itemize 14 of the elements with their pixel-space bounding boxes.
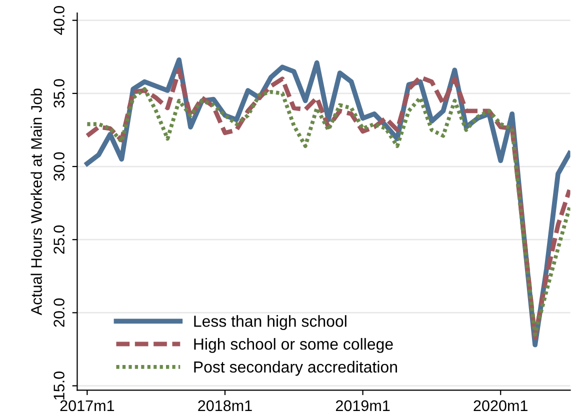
legend-label: Post secondary accreditation [194,360,397,376]
y-tick-label: 30.0 [54,152,64,181]
x-tick-label: 2019m1 [336,400,390,412]
x-tick-label: 2020m1 [474,400,528,412]
y-axis-title: Actual Hours Worked at Main Job [30,88,42,316]
x-tick-label: 2017m1 [60,400,114,412]
x-tick-label: 2018m1 [198,400,252,412]
legend-label: Less than high school [194,315,346,330]
y-tick-label: 20.0 [54,298,64,327]
y-tick-label: 25.0 [54,225,64,254]
y-tick-label: 40.0 [54,6,64,35]
legend-label: High school or some college [194,338,393,353]
y-tick-label: 15.0 [54,372,64,400]
y-tick-label: 35.0 [54,79,64,108]
